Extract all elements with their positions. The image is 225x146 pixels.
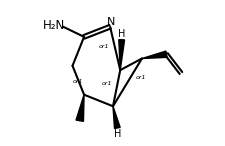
Text: or1: or1 <box>73 79 83 84</box>
Polygon shape <box>118 40 124 70</box>
Text: N: N <box>107 17 115 27</box>
Text: H: H <box>117 29 125 39</box>
Text: H: H <box>113 129 121 139</box>
Text: or1: or1 <box>99 45 109 49</box>
Polygon shape <box>112 106 120 128</box>
Text: H₂N: H₂N <box>42 19 65 32</box>
Text: or1: or1 <box>135 75 145 80</box>
Polygon shape <box>76 95 84 121</box>
Text: or1: or1 <box>101 81 112 86</box>
Polygon shape <box>141 51 166 59</box>
